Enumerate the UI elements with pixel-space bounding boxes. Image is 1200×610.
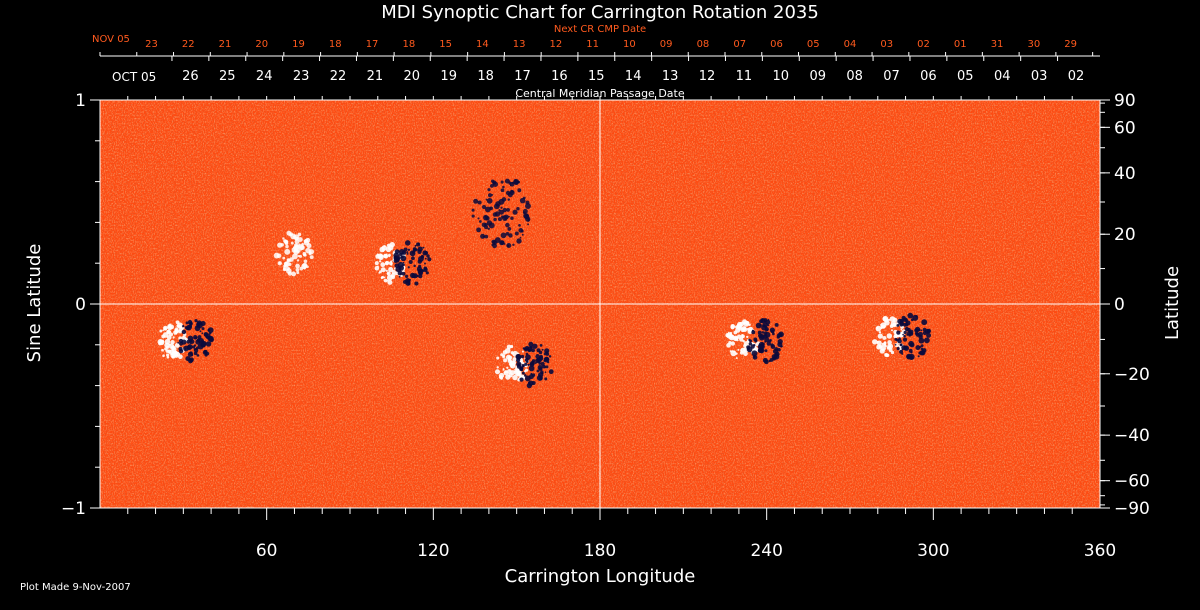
y-right-tick-label: 60 xyxy=(1114,118,1136,138)
y-right-tick-label: 0 xyxy=(1114,295,1125,315)
next-axis-label: Next CR CMP Date xyxy=(554,24,646,35)
next-cmp-date-label: 05 xyxy=(807,39,820,50)
cmp-date-label: 02 xyxy=(1068,69,1085,84)
cmp-date-label: 24 xyxy=(256,69,273,84)
active-region xyxy=(494,341,554,389)
x-axis-label: Carrington Longitude xyxy=(505,566,696,587)
next-cmp-date-label: 18 xyxy=(402,39,415,50)
cmp-date-label: 21 xyxy=(367,69,384,84)
y-right-tick-label: −20 xyxy=(1114,365,1150,385)
x-tick-label: 120 xyxy=(417,541,449,561)
next-cmp-date-label: 29 xyxy=(1064,39,1077,50)
y-right-tick-label: 40 xyxy=(1114,164,1136,184)
next-cmp-date-label: 09 xyxy=(660,39,673,50)
cmp-date-label: 04 xyxy=(994,69,1011,84)
next-cmp-date-label: 04 xyxy=(844,39,857,50)
next-cmp-date-label: 13 xyxy=(513,39,526,50)
active-region xyxy=(157,318,214,364)
cmp-date-label: 12 xyxy=(699,69,716,84)
next-cmp-date-label: 22 xyxy=(182,39,195,50)
next-cmp-date-label: 30 xyxy=(1027,39,1040,50)
cmp-date-label: 13 xyxy=(662,69,679,84)
cmp-date-label: 09 xyxy=(809,69,826,84)
next-cmp-date-label: 20 xyxy=(255,39,268,50)
cmp-date-label: 08 xyxy=(846,69,863,84)
next-cmp-date-label: 06 xyxy=(770,39,783,50)
next-cmp-date-label: 07 xyxy=(733,39,746,50)
next-axis-month: NOV 05 xyxy=(92,34,130,45)
y-right-tick-label: 20 xyxy=(1114,225,1136,245)
cmp-date-label: 18 xyxy=(477,69,494,84)
active-region xyxy=(273,230,315,277)
next-cmp-date-label: 03 xyxy=(880,39,893,50)
x-tick-label: 240 xyxy=(750,541,782,561)
next-cmp-date-label: 17 xyxy=(366,39,379,50)
cmp-date-label: 23 xyxy=(293,69,310,84)
y-right-tick-label: −90 xyxy=(1114,499,1150,519)
cmp-date-label: 15 xyxy=(588,69,605,84)
top-axis-month: OCT 05 xyxy=(112,70,156,84)
cmp-date-label: 05 xyxy=(957,69,974,84)
y-right-tick-label: −40 xyxy=(1114,426,1150,446)
top-axis-label: Central Meridian Passage Date xyxy=(515,87,684,100)
next-cmp-date-label: 01 xyxy=(954,39,967,50)
x-tick-label: 180 xyxy=(584,541,616,561)
active-region xyxy=(471,178,531,249)
next-cmp-date-label: 21 xyxy=(219,39,232,50)
cmp-date-label: 19 xyxy=(440,69,457,84)
active-region xyxy=(725,318,784,365)
cmp-date-label: 10 xyxy=(773,69,790,84)
cmp-date-label: 06 xyxy=(920,69,937,84)
next-cmp-date-label: 31 xyxy=(991,39,1004,50)
cmp-date-label: 20 xyxy=(404,69,421,84)
x-tick-label: 60 xyxy=(256,541,278,561)
next-cmp-date-label: 18 xyxy=(329,39,342,50)
y-left-tick-label: 1 xyxy=(75,91,86,111)
y-axis-right-label: Latitude xyxy=(1162,266,1183,340)
cmp-date-label: 07 xyxy=(883,69,900,84)
next-cmp-date-label: 08 xyxy=(697,39,710,50)
cmp-date-label: 25 xyxy=(219,69,236,84)
cmp-date-label: 14 xyxy=(625,69,642,84)
cmp-date-label: 16 xyxy=(551,69,568,84)
chart-title: MDI Synoptic Chart for Carrington Rotati… xyxy=(381,2,819,23)
cmp-date-label: 17 xyxy=(514,69,531,84)
cmp-date-label: 03 xyxy=(1031,69,1048,84)
x-tick-label: 300 xyxy=(917,541,949,561)
y-right-tick-label: 90 xyxy=(1114,91,1136,111)
y-left-tick-label: −1 xyxy=(61,499,86,519)
next-cmp-date-label: 23 xyxy=(145,39,158,50)
x-tick-label: 360 xyxy=(1084,541,1116,561)
chart-axes: 60 120 180 240 300 36010−1906040200−20−40−60−… xyxy=(61,39,1150,561)
next-cmp-date-label: 02 xyxy=(917,39,930,50)
cmp-date-label: 11 xyxy=(736,69,753,84)
active-region xyxy=(872,312,932,360)
y-right-tick-label: −60 xyxy=(1114,472,1150,492)
next-cmp-date-label: 12 xyxy=(550,39,563,50)
cmp-date-label: 22 xyxy=(330,69,347,84)
next-cmp-date-label: 14 xyxy=(476,39,489,50)
cmp-date-label: 26 xyxy=(182,69,199,84)
plot-made-note: Plot Made 9-Nov-2007 xyxy=(20,582,131,593)
next-cmp-date-label: 10 xyxy=(623,39,636,50)
next-cmp-date-label: 11 xyxy=(586,39,599,50)
y-left-tick-label: 0 xyxy=(75,295,86,315)
y-axis-left-label: Sine Latitude xyxy=(24,244,45,363)
next-cmp-date-label: 15 xyxy=(439,39,452,50)
next-cmp-date-label: 19 xyxy=(292,39,305,50)
active-region xyxy=(374,240,432,286)
